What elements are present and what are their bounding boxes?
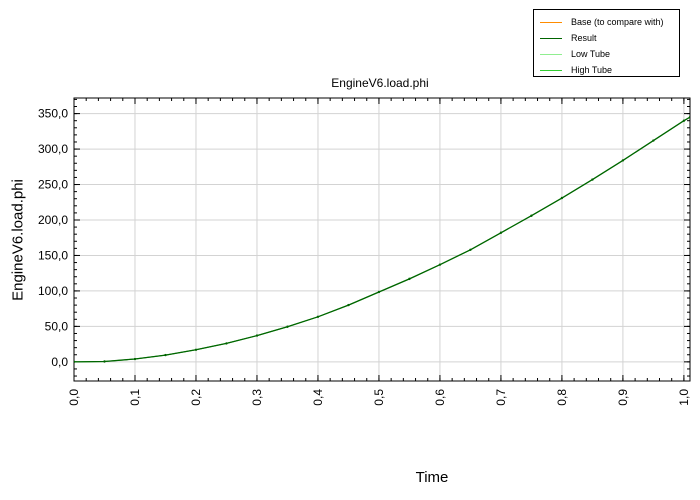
result-point (316, 315, 320, 319)
result-point (469, 248, 472, 251)
legend-item-base: Base (to compare with) (540, 15, 680, 29)
y-tick-label: 250,0 (38, 178, 68, 192)
result-point (591, 178, 594, 181)
x-tick-label: 0,3 (250, 389, 264, 406)
legend-item-result: Result (540, 31, 680, 45)
result-point (438, 263, 442, 266)
x-tick-label: 0,7 (494, 389, 508, 406)
result-point (377, 290, 381, 294)
x-tick-label: 0,9 (616, 389, 630, 406)
y-tick-label: 350,0 (38, 107, 68, 121)
legend-item-high-tube: High Tube (540, 63, 680, 77)
x-tick-label: 0,4 (311, 389, 325, 406)
result-point (133, 357, 137, 361)
x-tick-label: 0,0 (67, 389, 81, 406)
result-point (103, 360, 106, 363)
series-line-low-tube (74, 116, 690, 363)
legend: Base (to compare with) Result Low Tube H… (533, 9, 680, 77)
x-tick-label: 0,8 (555, 389, 569, 406)
legend-swatch-result (540, 38, 562, 39)
y-tick-label: 50,0 (45, 319, 69, 333)
result-point (255, 334, 259, 337)
plot-frame (73, 97, 691, 382)
chart-title: EngineV6.load.phi (331, 76, 429, 90)
y-tick-label: 150,0 (38, 248, 68, 262)
result-point (347, 303, 350, 307)
y-tick-label: 100,0 (38, 284, 68, 298)
x-tick-label: 0,6 (433, 389, 447, 406)
result-point (682, 119, 686, 122)
legend-item-low-tube: Low Tube (540, 47, 680, 61)
result-point (652, 139, 655, 142)
result-point (225, 342, 228, 345)
y-tick-label: 300,0 (38, 142, 68, 156)
x-tick-label: 0,1 (128, 389, 142, 406)
result-point (194, 348, 198, 351)
series-line-result (74, 116, 690, 363)
legend-swatch-base (540, 22, 562, 23)
legend-label-low-tube: Low Tube (571, 49, 611, 59)
result-point (74, 360, 76, 364)
legend-label-base: Base (to compare with) (571, 17, 664, 27)
legend-label-result: Result (571, 33, 597, 43)
x-tick-label: 0,5 (372, 389, 386, 406)
result-point (499, 231, 503, 234)
y-tick-label: 200,0 (38, 213, 68, 227)
result-point (408, 277, 411, 281)
result-point (560, 196, 564, 200)
x-tick-label: 0,2 (189, 389, 203, 406)
y-tick-label: 0,0 (51, 355, 68, 369)
result-point (530, 214, 533, 217)
result-point (688, 115, 690, 119)
result-point (164, 353, 167, 357)
legend-label-high-tube: High Tube (571, 65, 613, 75)
x-axis-label: Time (415, 469, 449, 486)
x-tick-label: 1,0 (677, 389, 691, 406)
series-line-high-tube (74, 116, 690, 363)
legend-swatch-low-tube (540, 54, 562, 55)
result-point (621, 159, 625, 162)
result-point (286, 325, 289, 328)
legend-swatch-high-tube (540, 70, 562, 71)
